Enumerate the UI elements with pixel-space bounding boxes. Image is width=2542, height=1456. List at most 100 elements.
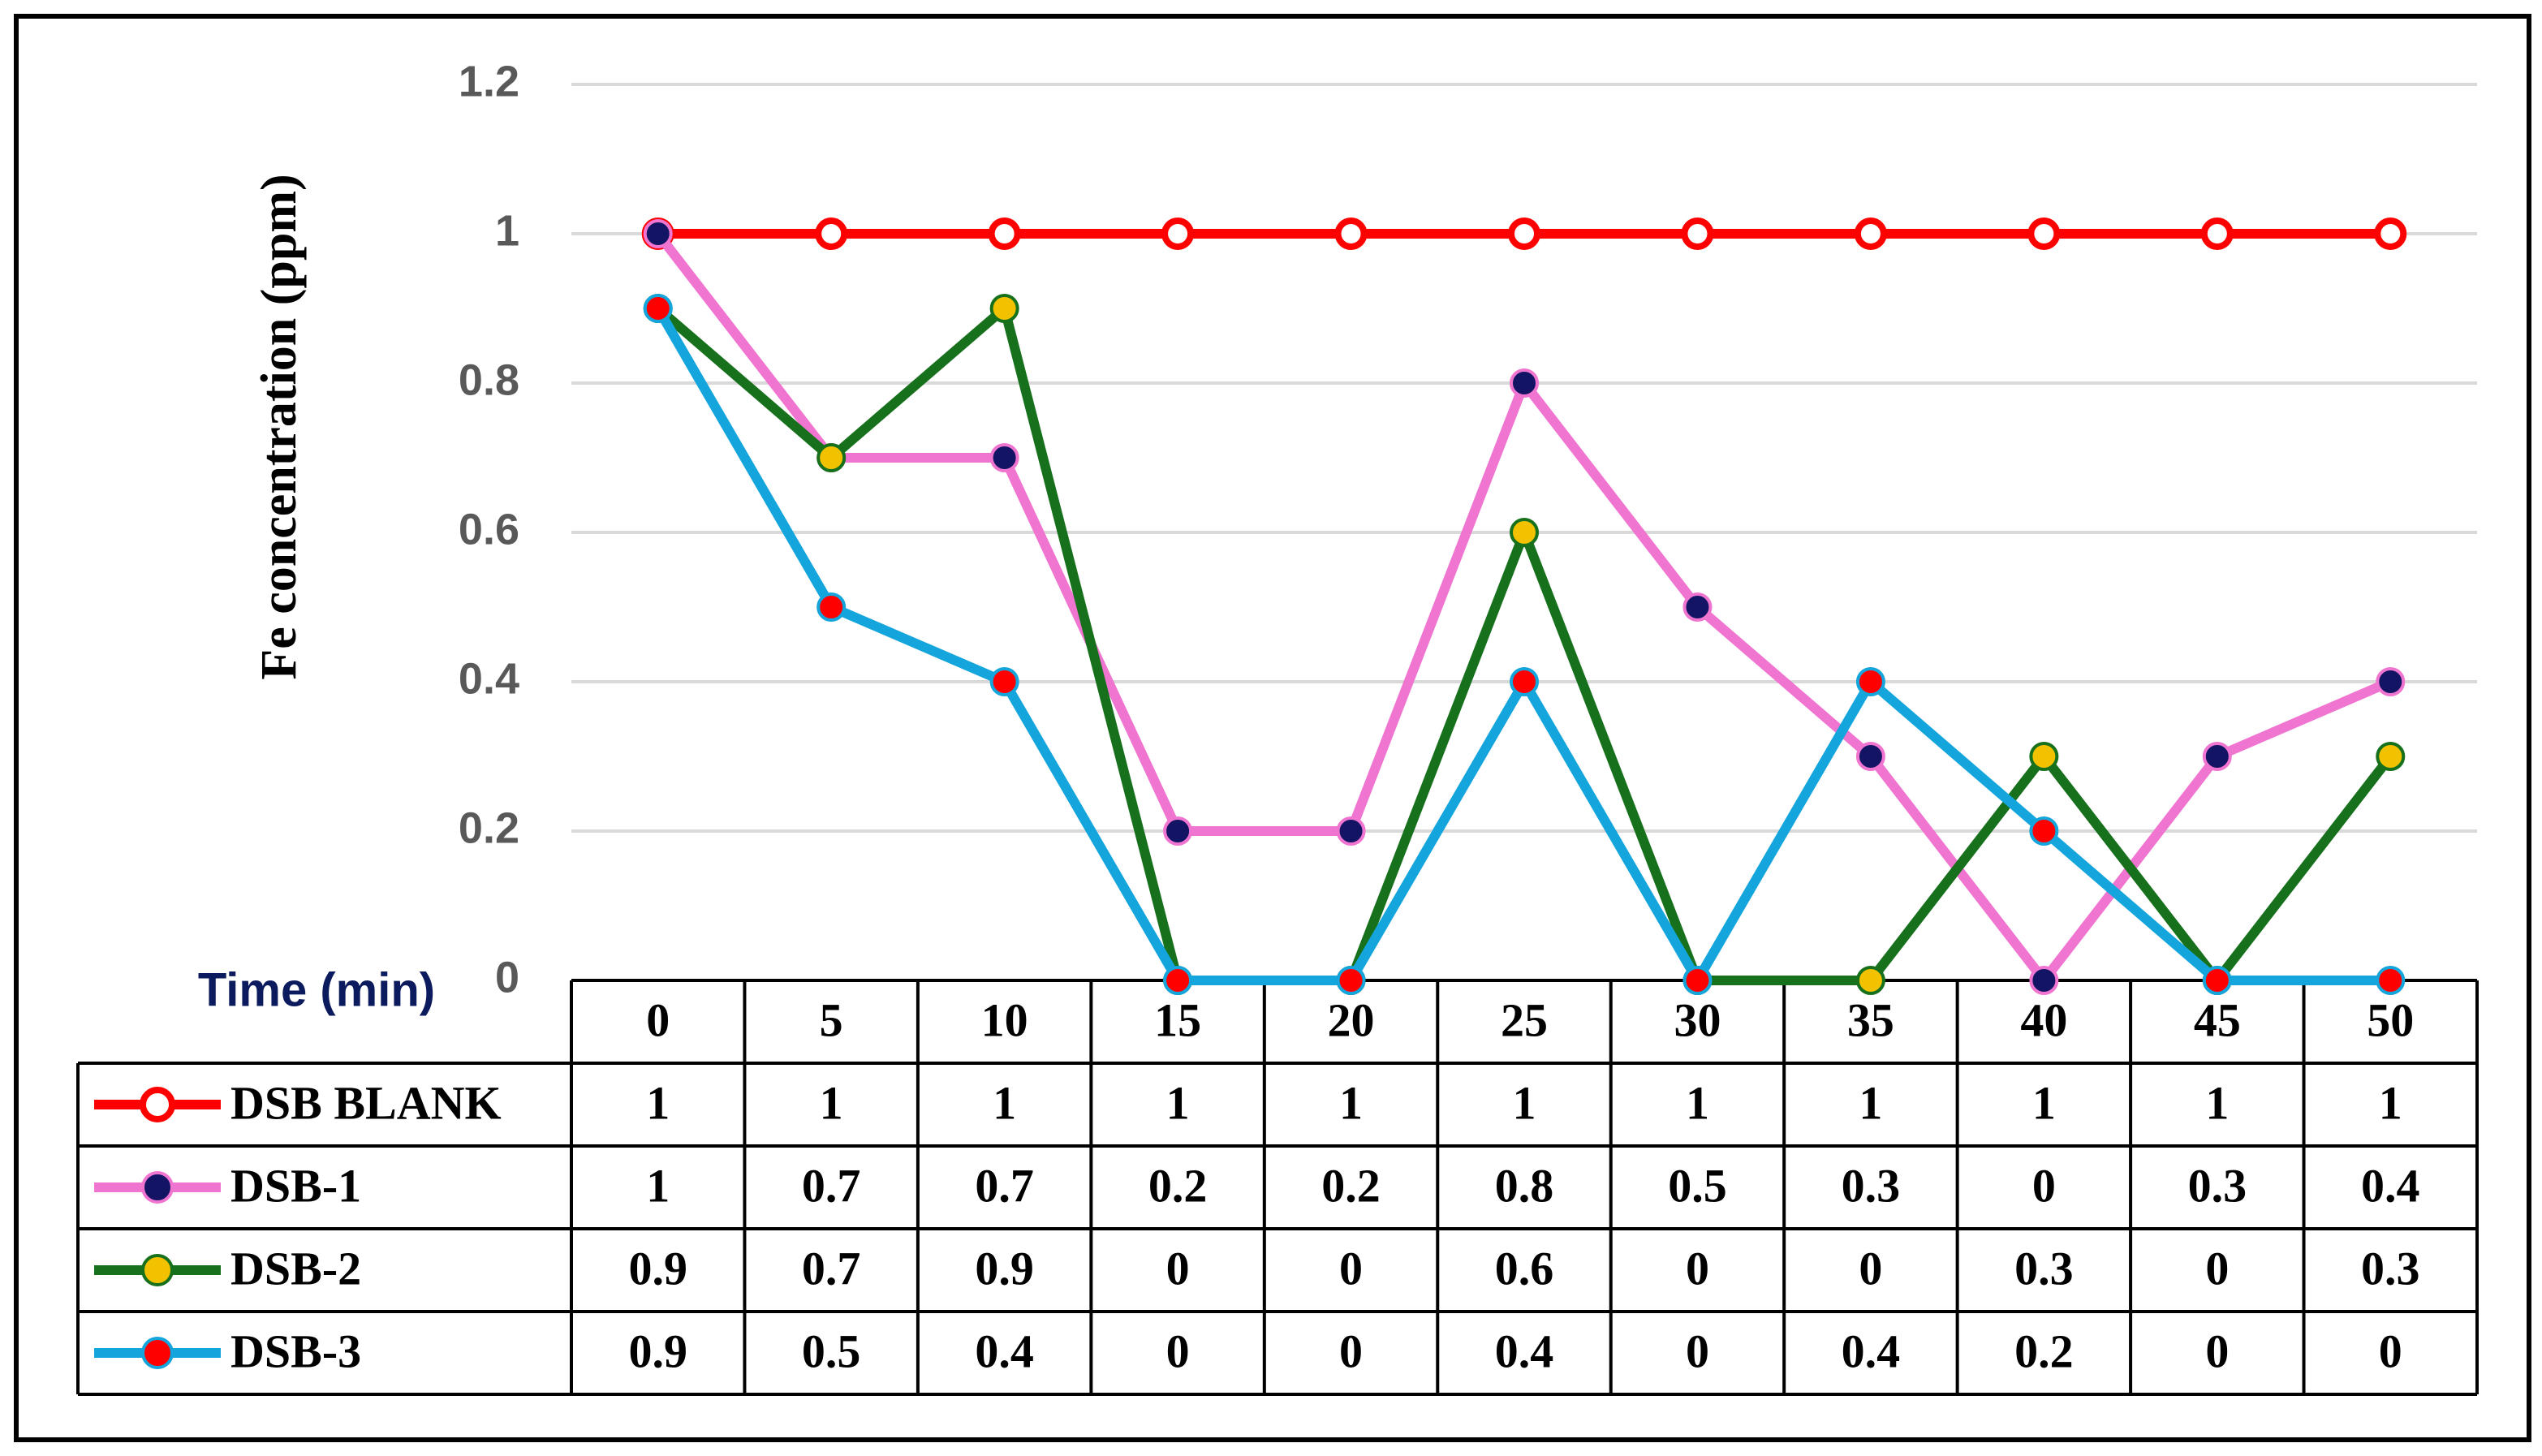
marker	[816, 443, 847, 472]
marker	[989, 443, 1019, 472]
marker	[2027, 218, 2061, 250]
marker	[2374, 218, 2407, 250]
y-tick-label: 0	[495, 953, 519, 1002]
table-value: 1	[2205, 1076, 2229, 1129]
table-value: 0	[1166, 1242, 1190, 1294]
x-tick-label: 40	[2020, 993, 2067, 1046]
table-value: 0	[2032, 1159, 2056, 1212]
marker	[1336, 966, 1366, 995]
legend-label: DSB-3	[231, 1325, 361, 1377]
table-value: 0	[1339, 1325, 1363, 1377]
frame	[14, 14, 2531, 1442]
marker	[1510, 667, 1539, 696]
legend-label: DSB-2	[231, 1242, 361, 1294]
table-value: 0.7	[802, 1159, 861, 1212]
table-value: 1	[646, 1076, 670, 1129]
legend-marker	[141, 1171, 174, 1204]
marker	[643, 294, 673, 323]
series-line	[653, 305, 2391, 985]
table-value: 0.9	[628, 1325, 687, 1377]
marker	[989, 667, 1019, 696]
y-tick-label: 0.4	[459, 654, 519, 703]
table-value: 0.5	[802, 1325, 861, 1377]
table-value: 0.4	[1842, 1325, 1901, 1377]
marker	[2029, 816, 2059, 846]
marker	[1681, 218, 1714, 250]
legend-marker	[141, 1254, 174, 1286]
marker	[1682, 966, 1713, 995]
x-tick-label: 25	[1501, 993, 1548, 1046]
table-value: 0.7	[975, 1159, 1034, 1212]
table-value: 0.9	[628, 1242, 687, 1294]
table-value: 0.4	[1495, 1325, 1554, 1377]
marker	[1855, 742, 1885, 771]
legend-label: DSB-1	[231, 1159, 361, 1212]
table-value: 0.3	[2188, 1159, 2247, 1212]
y-tick-label: 0.2	[459, 803, 519, 852]
marker	[1510, 368, 1539, 398]
x-tick-label: 5	[820, 993, 843, 1046]
table-value: 1	[2379, 1076, 2402, 1129]
x-tick-label: 0	[646, 993, 670, 1046]
table-value: 0	[2205, 1325, 2229, 1377]
y-axis-label: Fe concentration (ppm)	[252, 174, 307, 679]
marker	[2202, 966, 2232, 995]
marker	[988, 218, 1021, 250]
y-tick-label: 0.8	[459, 355, 519, 404]
table-value: 1	[1166, 1076, 1190, 1129]
marker	[2029, 966, 2059, 995]
marker	[2029, 742, 2059, 771]
marker	[2202, 742, 2232, 771]
table-value: 1	[993, 1076, 1016, 1129]
table-value: 0.8	[1495, 1159, 1554, 1212]
x-tick-label: 20	[1328, 993, 1375, 1046]
marker	[1336, 816, 1366, 846]
marker	[2376, 742, 2406, 771]
table-value: 0	[2379, 1325, 2402, 1377]
x-axis-label: Time (min)	[198, 963, 435, 1016]
x-tick-label: 35	[1847, 993, 1894, 1046]
marker	[1854, 218, 1887, 250]
table-value: 0.2	[2014, 1325, 2074, 1377]
table-value: 0.3	[1842, 1159, 1901, 1212]
table-value: 1	[1686, 1076, 1709, 1129]
table-value: 0.9	[975, 1242, 1034, 1294]
marker	[1508, 218, 1540, 250]
table-value: 0.3	[2361, 1242, 2420, 1294]
table-value: 0.6	[1495, 1242, 1554, 1294]
marker	[816, 592, 847, 622]
legend-marker	[141, 1337, 174, 1369]
x-tick-label: 10	[981, 993, 1028, 1046]
table-value: 1	[1859, 1076, 1882, 1129]
marker	[815, 218, 848, 250]
x-tick-label: 30	[1674, 993, 1721, 1046]
marker	[1855, 667, 1885, 696]
marker	[643, 219, 673, 248]
table-value: 1	[2032, 1076, 2056, 1129]
marker	[2200, 218, 2234, 250]
y-tick-label: 1.2	[459, 57, 519, 106]
legend-marker	[140, 1087, 175, 1122]
table-value: 0.5	[1668, 1159, 1727, 1212]
table-value: 0	[1339, 1242, 1363, 1294]
marker	[2376, 966, 2406, 995]
table-value: 0	[2205, 1242, 2229, 1294]
y-tick-label: 0.6	[459, 505, 519, 554]
marker	[2376, 667, 2406, 696]
marker	[1334, 218, 1368, 250]
table-value: 1	[1513, 1076, 1536, 1129]
table-value: 0.4	[2361, 1159, 2420, 1212]
marker	[1161, 218, 1195, 250]
table-value: 0	[1859, 1242, 1882, 1294]
marker	[989, 294, 1019, 323]
table-value: 0.2	[1321, 1159, 1381, 1212]
marker	[1682, 592, 1713, 622]
table-value: 0	[1686, 1242, 1709, 1294]
table-value: 0.4	[975, 1325, 1034, 1377]
table-value: 1	[1339, 1076, 1363, 1129]
marker	[1163, 966, 1193, 995]
marker	[1163, 816, 1193, 846]
marker	[1510, 518, 1539, 547]
